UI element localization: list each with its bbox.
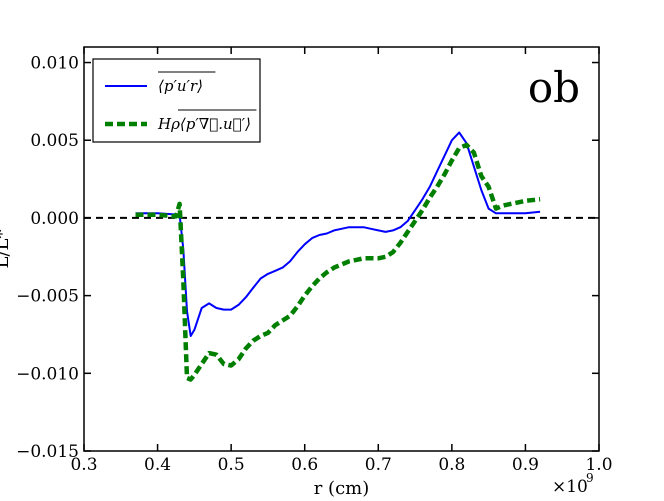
x-tick-label: 0.8	[438, 455, 465, 475]
x-tick-label: 0.7	[365, 455, 392, 475]
y-tick-label: 0.005	[30, 131, 79, 151]
x-tick-label: 1.0	[585, 455, 612, 475]
axes-frame	[83, 46, 600, 452]
x-tick-label: 0.3	[70, 455, 97, 475]
series-line-0	[135, 131, 541, 337]
x-axis-multiplier-exponent: 9	[586, 471, 594, 485]
x-tick-label: 0.6	[291, 455, 318, 475]
y-tick-label: −0.005	[16, 287, 79, 307]
plot-area: 0.3 0.4 0.5 0.6 0.7 0.8 0.9 1.0 −0.015 −0.010 −0.0…	[0, 46, 613, 499]
series-line-1	[135, 142, 541, 382]
x-axis-multiplier: ×10	[552, 477, 588, 497]
y-tick-label: −0.010	[16, 364, 79, 384]
x-tick-label: 0.4	[144, 455, 171, 475]
legend-box	[92, 58, 261, 143]
x-tick-label: 0.5	[218, 455, 245, 475]
legend: ⟨p′u′r⟩ Hρ⟨p′∇⃗.u⃗′⟩	[92, 58, 261, 143]
x-axis-title: r (cm)	[314, 478, 370, 499]
y-axis-title: L/L*	[0, 230, 13, 269]
legend-label-0: ⟨p′u′r⟩	[158, 77, 203, 95]
x-tick-label: 0.9	[512, 455, 539, 475]
series-group	[135, 131, 541, 382]
legend-label-1: Hρ⟨p′∇⃗.u⃗′⟩	[157, 115, 251, 133]
y-tick-label: −0.015	[16, 442, 79, 462]
y-tick-label: 0.000	[30, 209, 79, 229]
panel-label: ob	[528, 63, 580, 112]
y-tick-label: 0.010	[30, 54, 79, 74]
